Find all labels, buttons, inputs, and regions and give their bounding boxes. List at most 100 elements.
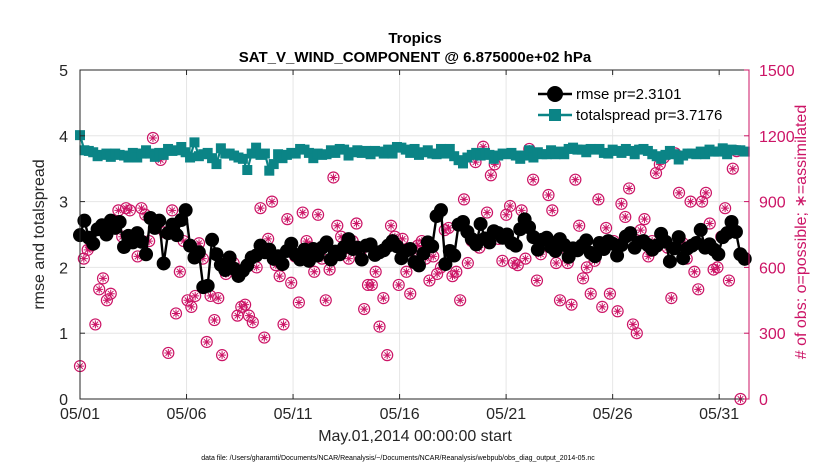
- assimilated-obs-point: [298, 208, 307, 217]
- y-tick-label: 0: [59, 392, 68, 409]
- assimilated-obs-point: [625, 184, 634, 193]
- assimilated-obs-point: [114, 206, 123, 215]
- assimilated-obs-point: [498, 256, 507, 265]
- possible-obs-point: [215, 349, 229, 362]
- assimilated-obs-point: [352, 219, 361, 228]
- x-tick-label: 05/21: [486, 406, 526, 423]
- totalspread-point: [303, 147, 314, 158]
- totalspread-point: [387, 148, 398, 159]
- data-file-footnote: data file: /Users/gharamti/Documents/NCA…: [201, 455, 595, 462]
- rmse-point: [86, 236, 101, 251]
- assimilated-obs-point: [283, 215, 292, 224]
- totalspread-point: [207, 153, 218, 164]
- assimilated-obs-point: [675, 188, 684, 197]
- possible-obs-point: [703, 217, 716, 230]
- totalspread-point: [176, 141, 187, 152]
- possible-obs-point: [450, 265, 463, 278]
- possible-obs-point: [181, 294, 194, 307]
- rmse-point: [662, 254, 677, 269]
- assimilated-obs-point: [471, 158, 480, 167]
- possible-obs-point: [96, 272, 110, 285]
- rmse-point: [482, 235, 497, 250]
- assimilated-obs-point: [555, 296, 564, 305]
- y-right-tick-label: 1200: [759, 129, 795, 146]
- possible-obs-point: [404, 287, 417, 300]
- rmse-point: [425, 239, 440, 254]
- totalspread-point: [242, 165, 253, 176]
- assimilated-obs-point: [640, 215, 649, 224]
- possible-obs-point: [373, 320, 386, 333]
- assimilated-obs-point: [586, 289, 595, 298]
- possible-obs-point: [530, 274, 544, 287]
- possible-obs-point: [384, 219, 398, 232]
- assimilated-obs-point: [698, 197, 707, 206]
- totalspread-point: [717, 143, 728, 154]
- assimilated-obs-point: [594, 195, 603, 204]
- possible-obs-point: [327, 171, 340, 184]
- assimilated-obs-point: [360, 305, 369, 314]
- possible-obs-point: [365, 278, 378, 292]
- possible-obs-point: [699, 186, 713, 199]
- rmse-point: [411, 258, 426, 273]
- rmse-point: [134, 234, 149, 249]
- possible-obs-point: [599, 221, 613, 235]
- assimilated-obs-point: [279, 320, 288, 329]
- assimilated-obs-point: [724, 276, 733, 285]
- assimilated-obs-point: [705, 219, 714, 228]
- y-tick-label: 4: [59, 129, 68, 146]
- assimilated-obs-point: [102, 296, 111, 305]
- assimilated-obs-point: [344, 254, 353, 263]
- possible-obs-point: [592, 193, 605, 206]
- possible-obs-point: [135, 202, 148, 215]
- rmse-point: [667, 241, 682, 256]
- totalspread-point: [669, 149, 680, 160]
- assimilated-obs-point: [175, 267, 184, 276]
- possible-obs-point: [350, 217, 363, 230]
- totalspread-point: [409, 143, 420, 154]
- axis-ticks: 05/01 05/06 05/11 05/16 05/21 05/26 05/31 0 1 2 3 4…: [59, 63, 795, 423]
- assimilated-obs-point: [402, 267, 411, 276]
- x-axis-label: May.01,2014 00:00:00 start: [318, 428, 512, 445]
- assimilated-obs-point: [486, 171, 495, 180]
- possible-obs-point: [542, 188, 555, 202]
- rmse-point: [447, 248, 462, 263]
- assimilated-obs-point: [95, 285, 104, 294]
- totalspread-point: [202, 147, 213, 158]
- legend-rmse-label: rmse pr=2.3101: [576, 86, 681, 103]
- assimilated-obs-point: [375, 322, 384, 331]
- possible-obs-point: [146, 131, 160, 145]
- rmse-point: [473, 216, 488, 231]
- possible-obs-point: [584, 287, 597, 300]
- rmse-point: [623, 226, 638, 241]
- y-right-tick-label: 0: [759, 392, 768, 409]
- possible-obs-point: [672, 186, 686, 199]
- totalspread-point: [739, 146, 750, 157]
- possible-obs-point: [596, 300, 609, 313]
- rmse-point: [433, 203, 448, 218]
- rmse-point: [209, 247, 224, 262]
- assimilated-obs-point: [187, 302, 196, 311]
- rmse-point: [508, 238, 523, 253]
- rmse-point: [205, 232, 220, 247]
- y-right-tick-label: 900: [759, 195, 786, 212]
- possible-obs-point: [292, 296, 305, 309]
- assimilated-obs-point: [191, 291, 200, 300]
- totalspread-point: [246, 148, 257, 159]
- assimilated-obs-point: [532, 276, 541, 285]
- rmse-point: [737, 251, 752, 266]
- assimilated-obs-point: [164, 348, 173, 357]
- assimilated-obs-point: [156, 155, 165, 164]
- assimilated-obs-point: [214, 294, 223, 303]
- assimilated-obs-point: [233, 311, 242, 320]
- possible-obs-point: [381, 349, 394, 362]
- assimilated-obs-point: [287, 278, 296, 287]
- possible-obs-point: [377, 292, 390, 305]
- possible-obs-point: [688, 265, 701, 278]
- assimilated-obs-point: [517, 206, 526, 215]
- totalspread-point: [339, 144, 350, 155]
- assimilated-obs-point: [529, 175, 538, 184]
- chart-subtitle: SAT_V_WIND_COMPONENT @ 6.875000e+02 hPa: [239, 49, 592, 66]
- possible-obs-point: [200, 335, 213, 349]
- y-axis-label: rmse and totalspread: [31, 159, 48, 309]
- legend-box: [529, 77, 742, 129]
